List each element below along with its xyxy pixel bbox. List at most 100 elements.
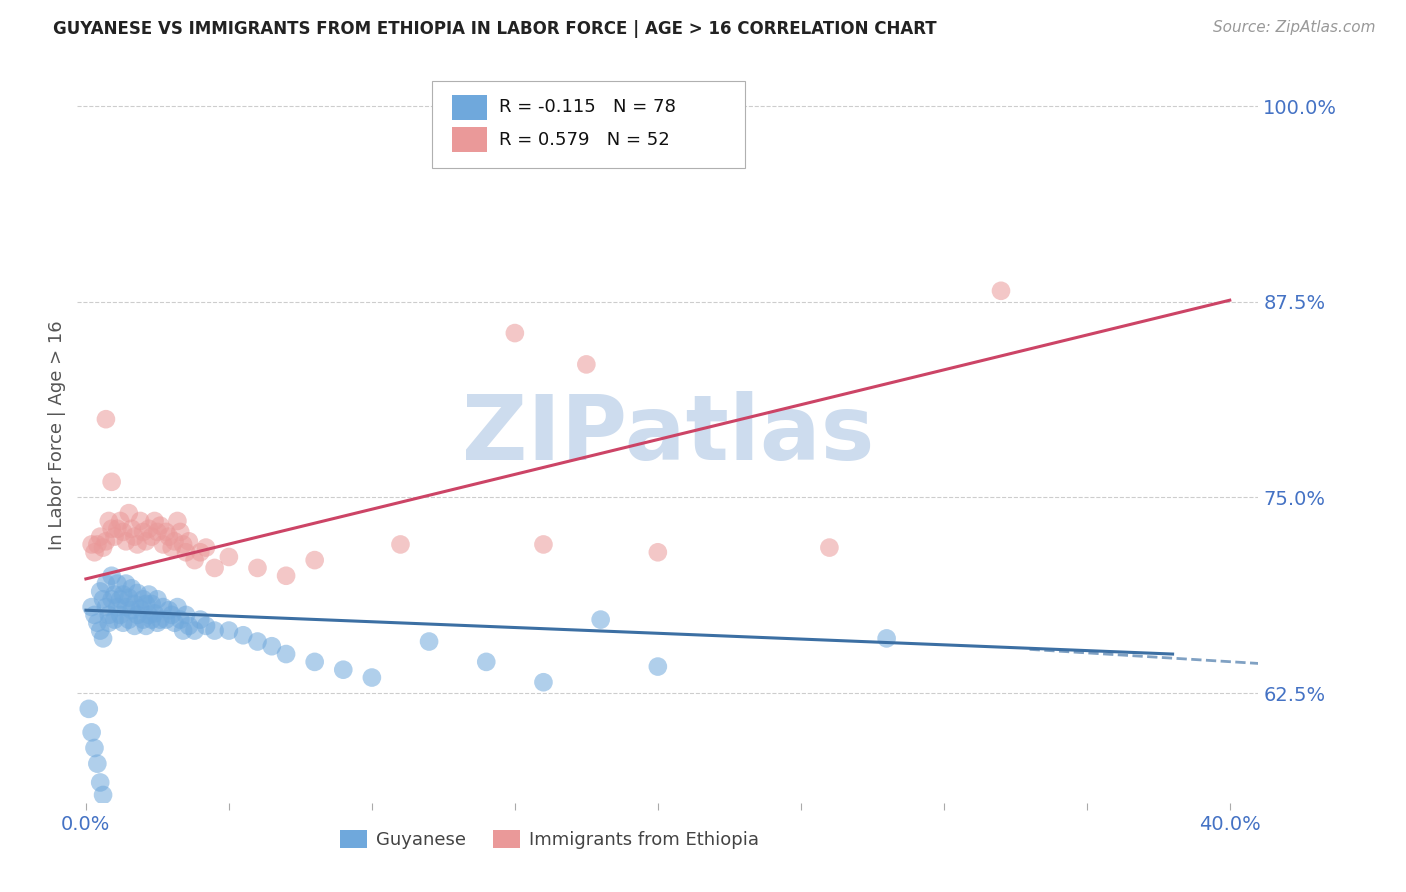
Point bbox=[818, 541, 841, 555]
Point bbox=[204, 561, 226, 575]
Point bbox=[246, 561, 269, 575]
Point bbox=[246, 634, 269, 648]
Point bbox=[80, 537, 103, 551]
Point bbox=[91, 592, 114, 607]
Point bbox=[135, 597, 157, 611]
Point bbox=[174, 607, 197, 622]
Point bbox=[127, 537, 149, 551]
Point bbox=[77, 702, 100, 716]
Text: R = -0.115   N = 78: R = -0.115 N = 78 bbox=[499, 98, 676, 116]
Point bbox=[188, 545, 211, 559]
Point bbox=[195, 541, 218, 555]
Point bbox=[195, 619, 218, 633]
Point bbox=[360, 671, 382, 685]
Point bbox=[105, 576, 128, 591]
Point bbox=[589, 613, 612, 627]
Point bbox=[177, 534, 200, 549]
Y-axis label: In Labor Force | Age > 16: In Labor Force | Age > 16 bbox=[48, 320, 66, 549]
Point bbox=[160, 541, 183, 555]
Point bbox=[127, 607, 149, 622]
Point bbox=[100, 592, 122, 607]
Point bbox=[188, 613, 211, 627]
Point bbox=[152, 537, 174, 551]
Point bbox=[475, 655, 498, 669]
Point bbox=[166, 600, 188, 615]
Text: Source: ZipAtlas.com: Source: ZipAtlas.com bbox=[1212, 20, 1375, 35]
Point bbox=[146, 524, 169, 539]
Point bbox=[174, 545, 197, 559]
Point bbox=[83, 741, 105, 756]
Point bbox=[418, 634, 440, 648]
Point bbox=[155, 524, 177, 539]
Point bbox=[155, 613, 177, 627]
Point bbox=[83, 545, 105, 559]
Point bbox=[647, 659, 669, 673]
Point bbox=[129, 601, 152, 615]
Point bbox=[112, 524, 135, 539]
Point bbox=[94, 600, 117, 615]
Point bbox=[89, 530, 111, 544]
Point bbox=[94, 576, 117, 591]
Point bbox=[274, 568, 297, 582]
Point bbox=[124, 530, 146, 544]
Point bbox=[121, 522, 143, 536]
Point bbox=[141, 613, 163, 627]
Point bbox=[80, 600, 103, 615]
Point bbox=[146, 592, 169, 607]
Point bbox=[135, 619, 157, 633]
Point bbox=[132, 524, 155, 539]
Point bbox=[124, 619, 146, 633]
Point bbox=[89, 775, 111, 789]
Point bbox=[146, 615, 169, 630]
Point bbox=[149, 613, 172, 627]
Point bbox=[204, 624, 226, 638]
Point bbox=[157, 530, 180, 544]
Point bbox=[91, 632, 114, 646]
Legend: Guyanese, Immigrants from Ethiopia: Guyanese, Immigrants from Ethiopia bbox=[333, 822, 766, 856]
Point bbox=[138, 607, 160, 622]
Point bbox=[232, 628, 254, 642]
Point bbox=[143, 514, 166, 528]
Point bbox=[100, 475, 122, 489]
Point bbox=[274, 647, 297, 661]
Point bbox=[112, 615, 135, 630]
Bar bbox=[451, 95, 486, 120]
Point bbox=[169, 524, 191, 539]
Point bbox=[138, 588, 160, 602]
Point bbox=[183, 553, 205, 567]
Point bbox=[110, 592, 132, 607]
Point bbox=[100, 522, 122, 536]
Point bbox=[124, 597, 146, 611]
Point bbox=[97, 615, 120, 630]
Point bbox=[115, 534, 138, 549]
Point bbox=[143, 607, 166, 621]
Bar bbox=[451, 128, 486, 153]
Point bbox=[135, 534, 157, 549]
Point bbox=[169, 613, 191, 627]
Point bbox=[118, 613, 141, 627]
Point bbox=[218, 624, 240, 638]
Point bbox=[100, 568, 122, 582]
Point bbox=[94, 412, 117, 426]
Point bbox=[533, 675, 555, 690]
Point bbox=[149, 518, 172, 533]
Point bbox=[172, 624, 194, 638]
Point bbox=[127, 586, 149, 600]
Point bbox=[105, 522, 128, 536]
Point bbox=[103, 530, 125, 544]
Point bbox=[160, 607, 183, 622]
Point bbox=[157, 603, 180, 617]
Point bbox=[110, 607, 132, 622]
Point bbox=[304, 655, 326, 669]
Point bbox=[94, 534, 117, 549]
Point bbox=[575, 358, 598, 372]
Point bbox=[503, 326, 526, 340]
Point bbox=[141, 597, 163, 611]
FancyBboxPatch shape bbox=[432, 81, 745, 168]
Point bbox=[876, 632, 898, 646]
Point bbox=[115, 600, 138, 615]
Point bbox=[260, 639, 283, 653]
Point bbox=[389, 537, 412, 551]
Point bbox=[183, 624, 205, 638]
Point bbox=[121, 582, 143, 596]
